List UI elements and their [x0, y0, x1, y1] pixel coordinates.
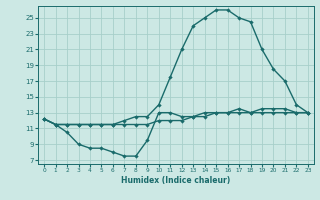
- X-axis label: Humidex (Indice chaleur): Humidex (Indice chaleur): [121, 176, 231, 185]
